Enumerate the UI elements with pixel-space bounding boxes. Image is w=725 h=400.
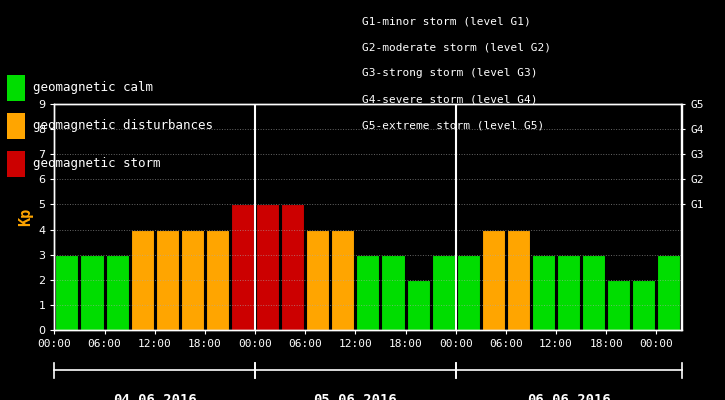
Text: G3-strong storm (level G3): G3-strong storm (level G3) [362,68,538,78]
Bar [532,255,555,330]
Bar [407,280,430,330]
Text: geomagnetic disturbances: geomagnetic disturbances [33,120,212,132]
Bar [608,280,630,330]
Bar [331,230,355,330]
Bar [206,230,229,330]
Text: geomagnetic calm: geomagnetic calm [33,82,153,94]
Bar [231,204,254,330]
Bar [130,230,154,330]
Bar [156,230,179,330]
Text: G2-moderate storm (level G2): G2-moderate storm (level G2) [362,42,552,52]
Bar [357,255,379,330]
Bar [482,230,505,330]
Bar [55,255,78,330]
Bar [582,255,605,330]
Bar [381,255,405,330]
Y-axis label: Kp: Kp [17,208,33,226]
Bar [632,280,655,330]
Bar [658,255,681,330]
Bar [80,255,104,330]
Bar [256,204,279,330]
Text: geomagnetic storm: geomagnetic storm [33,158,160,170]
Bar [507,230,530,330]
Bar [181,230,204,330]
Text: G5-extreme storm (level G5): G5-extreme storm (level G5) [362,120,544,130]
Bar [431,255,455,330]
Text: 05.06.2016: 05.06.2016 [313,393,397,400]
Text: 06.06.2016: 06.06.2016 [527,393,610,400]
Bar [457,255,480,330]
Text: 04.06.2016: 04.06.2016 [113,393,196,400]
Text: G4-severe storm (level G4): G4-severe storm (level G4) [362,94,538,104]
Bar [557,255,580,330]
Text: G1-minor storm (level G1): G1-minor storm (level G1) [362,16,531,26]
Bar [306,230,329,330]
Bar [281,204,304,330]
Bar [106,255,128,330]
